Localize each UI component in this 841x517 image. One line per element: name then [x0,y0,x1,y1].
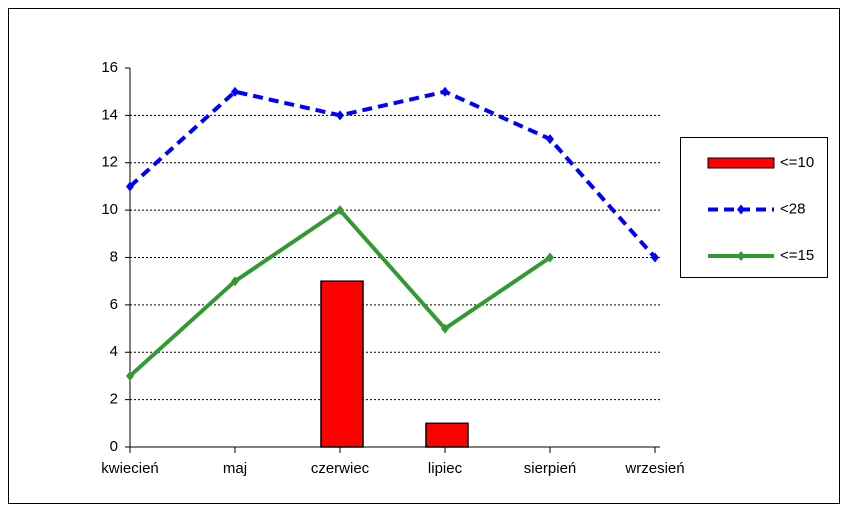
y-tick-label: 12 [101,154,118,171]
legend-label: <=10 [780,154,814,171]
marker [231,86,239,97]
y-tick-label: 2 [110,391,118,408]
marker [546,252,554,263]
marker [546,134,554,145]
line [128,89,657,259]
x-tick-label: lipiec [428,460,463,477]
y-tick-label: 6 [110,296,118,313]
y-tick-label: 14 [101,106,118,123]
x-tick-label: kwiecień [101,460,159,477]
y-tick-label: 16 [101,59,118,76]
marker [126,181,134,192]
marker [441,323,449,334]
x-tick-label: czerwiec [311,460,370,477]
marker [336,110,344,121]
x-tick-label: sierpień [524,460,577,477]
marker [231,276,239,287]
y-tick-label: 10 [101,201,118,218]
legend-label: <28 [780,200,805,217]
bar [425,422,469,448]
legend-marker [737,251,745,261]
legend-label: <=15 [780,247,814,264]
marker [336,205,344,216]
bar [320,280,364,448]
marker [126,370,134,381]
y-tick-label: 0 [110,438,118,455]
y-tick-label: 4 [110,343,118,360]
x-tick-label: maj [223,460,247,477]
marker [651,252,659,263]
x-tick-label: wrzesień [624,460,684,477]
y-tick-label: 8 [110,248,118,265]
legend-swatch [707,157,775,169]
legend-marker [737,204,745,215]
marker [441,86,449,97]
